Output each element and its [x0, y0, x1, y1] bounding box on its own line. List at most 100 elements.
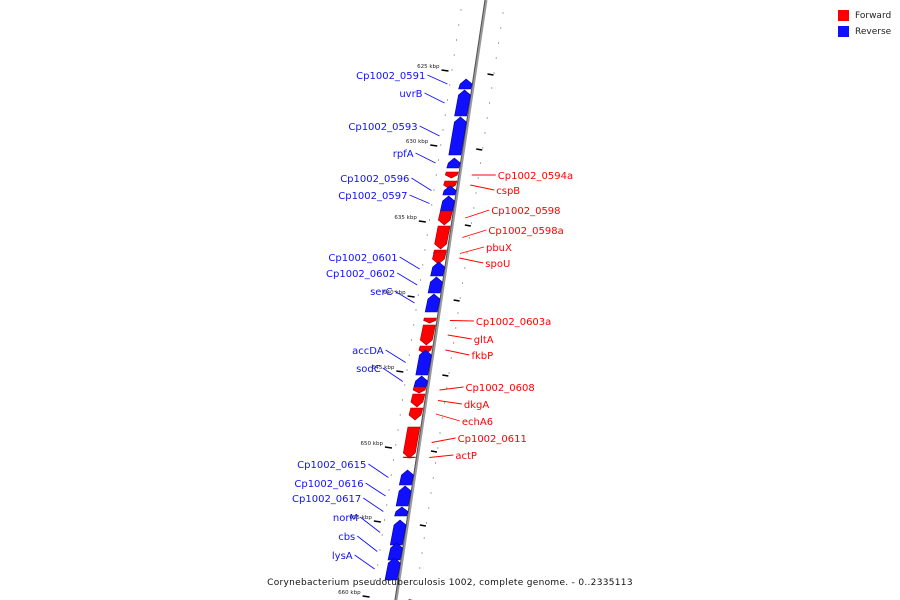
major-tick [384, 446, 393, 449]
gene-leader-line [435, 413, 461, 422]
gene-arrow [412, 386, 427, 394]
gene-leader-line [424, 92, 445, 104]
gene-leader-line [415, 152, 436, 164]
gene-leader-line [462, 229, 487, 238]
gene-arrow [384, 557, 401, 581]
tick-label: 635 kbp [394, 215, 417, 221]
gene-arrow [458, 78, 473, 90]
gene-arrow [443, 180, 458, 190]
gene-label: Cp1002_0598a [488, 226, 563, 237]
gene-leader-line [365, 482, 386, 497]
gene-label: dkgA [464, 400, 489, 411]
gene-leader-line [437, 400, 462, 405]
tick-label: 630 kbp [406, 139, 429, 145]
gene-leader-line [419, 125, 440, 137]
gene-arrow [448, 116, 467, 156]
gene-leader-line [411, 177, 432, 191]
gene-leader-line [449, 320, 474, 322]
major-tick [464, 224, 471, 227]
gene-label: serC [370, 287, 392, 298]
gene-leader-line [385, 349, 406, 363]
gene-label: Cp1002_0603a [476, 317, 551, 328]
gene-arrow [424, 293, 441, 313]
genome-backbone-edge [394, 0, 486, 600]
major-tick [419, 524, 426, 527]
gene-leader-line [470, 184, 495, 191]
gene-label: Cp1002_0596 [340, 174, 409, 185]
gene-label: Cp1002_0608 [466, 383, 535, 394]
major-tick [442, 374, 449, 377]
gene-leader-line [394, 290, 415, 304]
major-tick [362, 595, 370, 598]
genome-backbone [394, 0, 488, 600]
gene-leader-line [368, 463, 389, 478]
gene-leader-line [354, 554, 375, 570]
gene-arrow [387, 542, 403, 561]
major-tick [407, 295, 415, 298]
gene-label: accDA [352, 346, 384, 357]
legend: Forward Reverse [838, 8, 891, 40]
gene-arrow [444, 171, 459, 179]
gene-label: Cp1002_0594a [498, 171, 573, 182]
gene-leader-line [363, 497, 384, 512]
gene-label: Cp1002_0598 [491, 206, 560, 217]
gene-arrow [434, 225, 451, 250]
gene-label: uvrB [399, 89, 422, 100]
gene-label: echA6 [462, 417, 493, 428]
gene-leader-line [431, 437, 456, 443]
gene-arrow [430, 261, 446, 277]
gene-leader-line [447, 334, 472, 340]
gene-arrow [442, 185, 457, 196]
gene-label: spoU [485, 259, 510, 270]
gene-label: gltA [474, 335, 494, 346]
gene-arrow [415, 349, 432, 376]
gene-label: cspB [496, 186, 520, 197]
gene-leader-line [459, 246, 485, 254]
gene-arrow [395, 485, 412, 507]
major-tick [396, 370, 404, 373]
legend-forward-label: Forward [855, 10, 892, 21]
legend-reverse: Reverse [838, 24, 891, 39]
gene-leader-line [397, 272, 418, 286]
tick-label: 660 kbp [338, 590, 361, 596]
gene-arrow [432, 251, 447, 265]
gene-label: pbuX [486, 243, 512, 254]
gene-label: rpfA [393, 149, 414, 160]
gene-label: Cp1002_0597 [338, 191, 407, 202]
major-tick [487, 73, 494, 76]
gene-label: actP [455, 451, 477, 462]
major-tick [430, 144, 438, 147]
gene-label: Cp1002_0591 [356, 71, 425, 82]
gene-leader-line [359, 516, 381, 533]
reverse-swatch [838, 26, 849, 37]
gene-label: fkbP [472, 351, 494, 362]
major-tick [373, 520, 381, 523]
gene-label: Cp1002_0593 [348, 122, 417, 133]
gene-arrow [408, 407, 424, 421]
gene-label: lysA [332, 551, 353, 562]
forward-swatch [838, 10, 849, 21]
gene-arrow [423, 317, 437, 324]
gene-arrow [398, 469, 414, 486]
gene-leader-line [459, 257, 484, 264]
gene-arrow [394, 506, 409, 517]
gene-leader-line [445, 349, 470, 356]
gene-arrow [446, 157, 461, 169]
legend-reverse-label: Reverse [855, 26, 892, 37]
gene-label: Cp1002_0617 [292, 494, 361, 505]
major-tick [418, 220, 426, 223]
tick-label: 640 kbp [383, 290, 406, 296]
gene-leader-line [465, 209, 490, 219]
gene-leader-line [399, 256, 420, 270]
gene-label: norM [333, 513, 358, 524]
gene-arrow [437, 210, 453, 226]
gene-arrow [440, 195, 455, 212]
major-tick [476, 148, 483, 151]
gene-arrow [402, 426, 421, 459]
gene-arrow [410, 393, 426, 408]
major-tick [430, 450, 438, 453]
gene-arrow [454, 89, 471, 117]
gene-leader-line [409, 194, 430, 204]
gene-arrow [427, 276, 443, 294]
